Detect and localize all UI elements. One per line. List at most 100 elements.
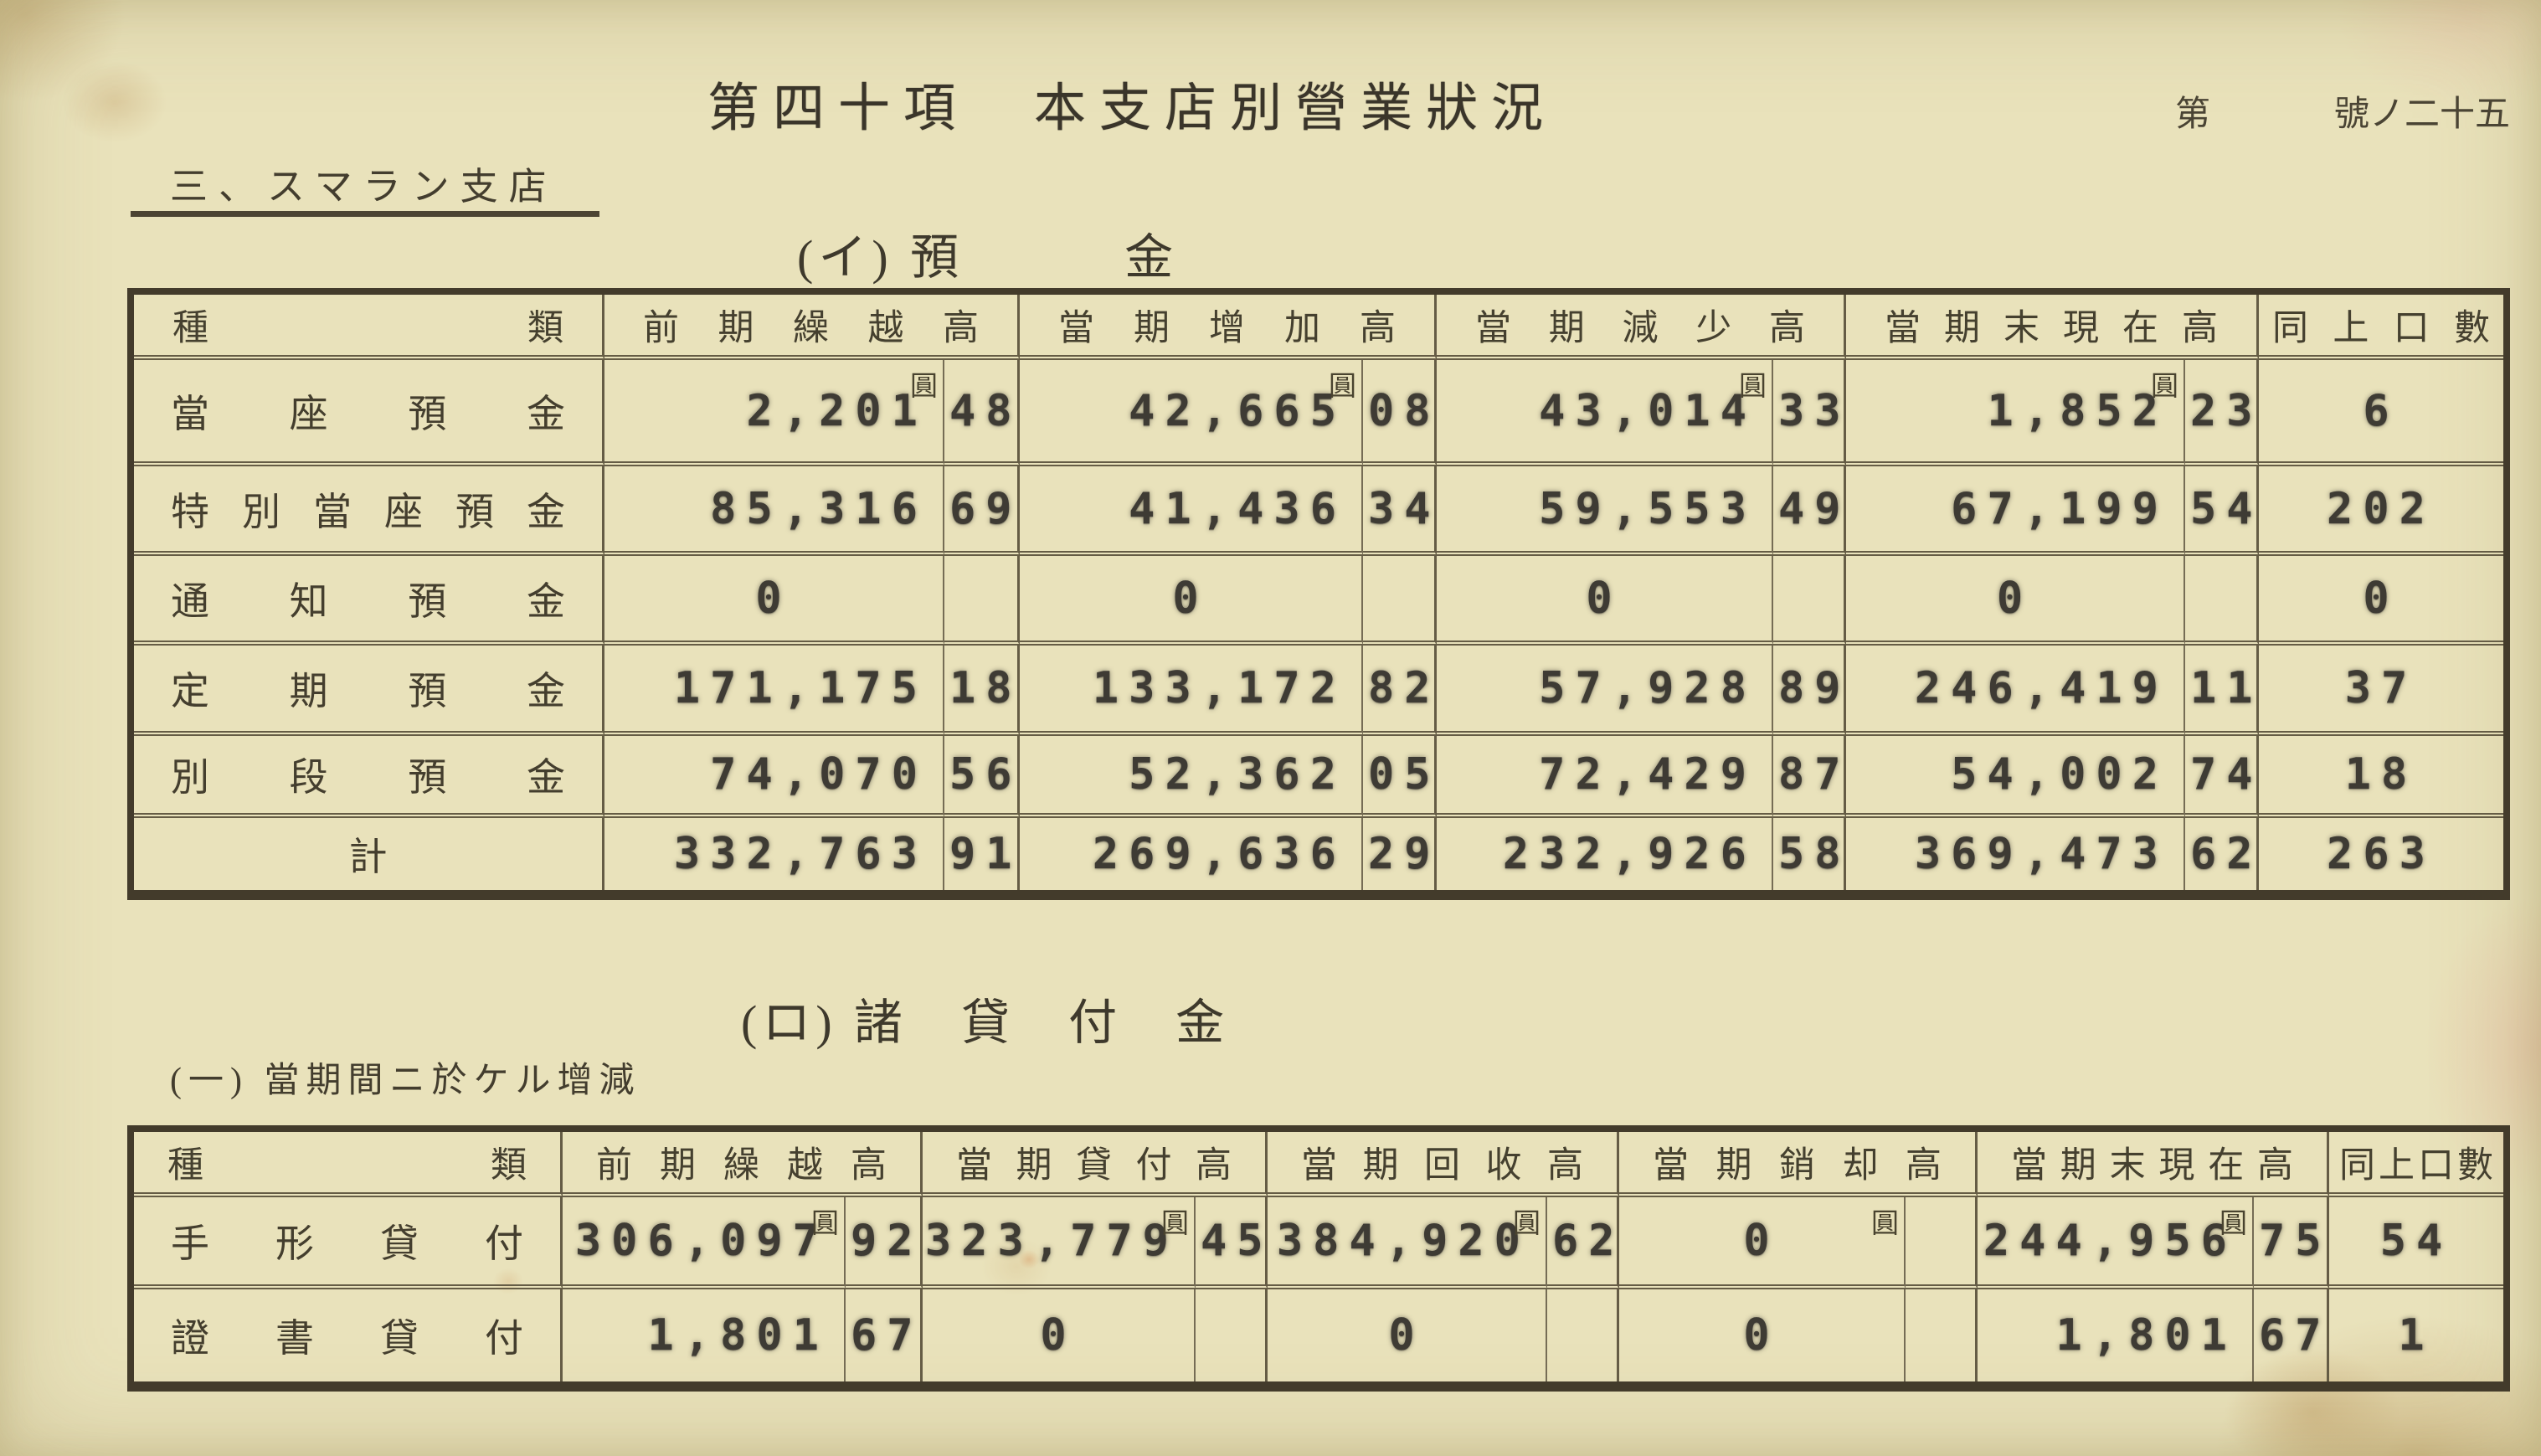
count-cell: 202	[2259, 466, 2503, 556]
amount-cell: 244,956 圓	[1978, 1197, 2254, 1289]
column-header-balance: 當期末現在高	[1846, 295, 2259, 360]
column-header-kind: 種類	[134, 1132, 563, 1197]
amount-cell: 306,097 圓	[563, 1197, 846, 1289]
sen-cell	[1547, 1289, 1619, 1381]
sen-cell: 54	[2185, 466, 2259, 556]
sen-cell: 29	[1363, 818, 1437, 890]
sen-cell	[2185, 556, 2259, 646]
sen-cell: 49	[1773, 466, 1846, 556]
yen-unit-marker: 圓	[910, 372, 938, 402]
count-cell: 1	[2398, 1310, 2435, 1361]
sen-cell: 89	[1773, 646, 1846, 736]
sen-cell: 67	[2254, 1289, 2329, 1381]
sen-cell	[1363, 556, 1437, 646]
amount-cell: 369,473	[1846, 818, 2185, 890]
sen-cell: 69	[944, 466, 1020, 556]
amount-cell: 1,801	[563, 1289, 846, 1381]
amount-cell: 0	[1437, 556, 1773, 646]
yen-unit-marker: 圓	[1161, 1209, 1189, 1239]
amount-cell: 0	[1268, 1289, 1547, 1381]
sen-cell: 08	[1363, 360, 1437, 466]
column-header-carried: 前期繰越高	[604, 295, 1020, 360]
sen-cell: 05	[1363, 736, 1437, 818]
count-cell: 54	[2329, 1197, 2503, 1289]
count-cell: 37	[2259, 646, 2503, 736]
section-underline	[131, 211, 599, 217]
yen-unit-marker: 圓	[1871, 1209, 1899, 1239]
loans-heading: (ロ) 諸 貸 付 金	[741, 996, 1230, 1050]
amount-cell: 0	[1619, 1289, 1906, 1381]
amount-cell: 0	[1020, 556, 1363, 646]
column-header-carried: 前期繰越高	[563, 1132, 923, 1197]
count-cell: 18	[2259, 736, 2503, 818]
sen-cell	[1906, 1289, 1978, 1381]
amount-cell: 67,199	[1846, 466, 2185, 556]
row-label: 當座預金	[134, 360, 604, 466]
sen-cell: 62	[2185, 818, 2259, 890]
amount-cell: 41,436	[1020, 466, 1363, 556]
deposits-table: 種類 前期繰越高 當期增加高 當期減少高 當期末現在高 同上口數 當座預金 2,…	[127, 288, 2510, 900]
amount-cell: 323,779 圓	[923, 1197, 1196, 1289]
row-label: 通知預金	[134, 556, 604, 646]
count-cell: 6	[2259, 360, 2503, 466]
loans-subheading: (一) 當期間ニ於ケル增減	[170, 1062, 641, 1100]
amount-cell: 59,553	[1437, 466, 1773, 556]
section-heading: 三、スマラン支店	[170, 166, 558, 208]
amount-cell: 52,362	[1020, 736, 1363, 818]
sen-cell	[944, 556, 1020, 646]
yen-unit-marker: 圓	[1513, 1209, 1541, 1239]
yen-unit-marker: 圓	[2151, 372, 2178, 402]
amount-cell: 232,926	[1437, 818, 1773, 890]
sen-cell: 67	[846, 1289, 923, 1381]
loans-table: 種類 前期繰越高 當期貸付高 當期回收高 當期銷却高 當期末現在高 同上口數 手…	[127, 1125, 2510, 1392]
amount-cell: 57,928	[1437, 646, 1773, 736]
amount-cell: 332,763	[604, 818, 944, 890]
sen-cell: 62	[1547, 1197, 1619, 1289]
sen-cell: 45	[1196, 1197, 1268, 1289]
doc-number-suffix: 號ノ二十五	[2333, 95, 2510, 134]
row-label: 手形貸付	[134, 1197, 563, 1289]
sen-cell: 18	[944, 646, 1020, 736]
amount-cell: 74,070	[604, 736, 944, 818]
deposits-heading: (イ) 預 金	[797, 230, 1179, 285]
sen-cell: 74	[2185, 736, 2259, 818]
row-label: 別段預金	[134, 736, 604, 818]
row-label: 證書貸付	[134, 1289, 563, 1381]
amount-cell: 72,429	[1437, 736, 1773, 818]
amount-cell: 171,175	[604, 646, 944, 736]
yen-unit-marker: 圓	[811, 1209, 839, 1239]
yen-unit-marker: 圓	[1739, 372, 1767, 402]
yen-unit-marker: 圓	[1329, 372, 1356, 402]
amount-cell: 2,201 圓	[604, 360, 944, 466]
sen-cell	[1773, 556, 1846, 646]
amount-cell: 0	[604, 556, 944, 646]
sen-cell: 87	[1773, 736, 1846, 818]
amount-cell: 384,920 圓	[1268, 1197, 1547, 1289]
amount-cell: 0	[923, 1289, 1196, 1381]
amount-cell: 1,852 圓	[1846, 360, 2185, 466]
count-cell: 263	[2327, 829, 2436, 879]
amount-cell: 85,316	[604, 466, 944, 556]
row-label: 特別當座預金	[134, 466, 604, 556]
column-header-kind: 種類	[134, 295, 604, 360]
sen-cell: 91	[944, 818, 1020, 890]
amount-cell: 42,665 圓	[1020, 360, 1363, 466]
row-label: 定期預金	[134, 646, 604, 736]
sen-cell: 33	[1773, 360, 1846, 466]
sen-cell: 56	[944, 736, 1020, 818]
sen-cell: 23	[2185, 360, 2259, 466]
column-header-increase: 當期增加高	[1020, 295, 1437, 360]
row-label-total: 計	[134, 818, 604, 890]
column-header-lent: 當期貸付高	[923, 1132, 1268, 1197]
sen-cell: 58	[1773, 818, 1846, 890]
column-header-accounts: 同上口數	[2329, 1132, 2503, 1197]
count-cell: 0	[2259, 556, 2503, 646]
amount-cell: 43,014 圓	[1437, 360, 1773, 466]
sen-cell: 75	[2254, 1197, 2329, 1289]
amount-cell: 1,801	[1978, 1289, 2254, 1381]
sen-cell: 82	[1363, 646, 1437, 736]
sen-cell: 92	[846, 1197, 923, 1289]
amount-cell: 133,172	[1020, 646, 1363, 736]
